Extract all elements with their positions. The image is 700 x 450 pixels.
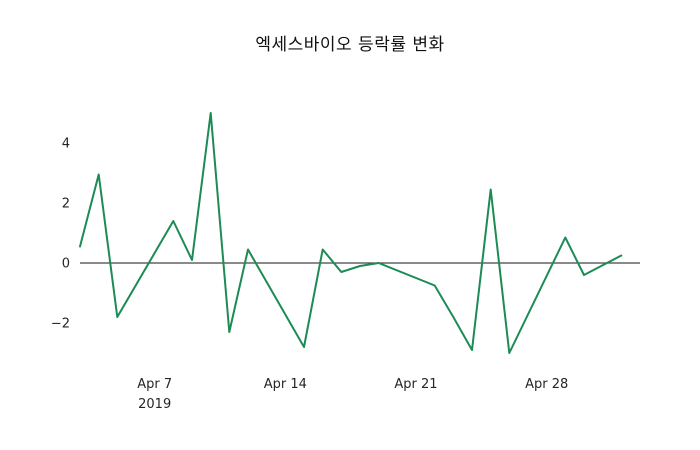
- x-tick-year-label: 2019: [138, 397, 171, 412]
- y-tick-label: 2: [62, 197, 70, 212]
- x-tick-label: Apr 14: [264, 377, 307, 392]
- x-tick-label: Apr 28: [525, 377, 568, 392]
- y-tick-label: 0: [62, 257, 70, 272]
- y-tick-label: 4: [62, 137, 70, 152]
- y-tick-label: −2: [51, 317, 70, 332]
- chart-title: 엑세스바이오 등락률 변화: [255, 35, 445, 55]
- x-tick-label: Apr 7: [137, 377, 172, 392]
- x-tick-label: Apr 21: [394, 377, 437, 392]
- series-line: [79, 112, 623, 354]
